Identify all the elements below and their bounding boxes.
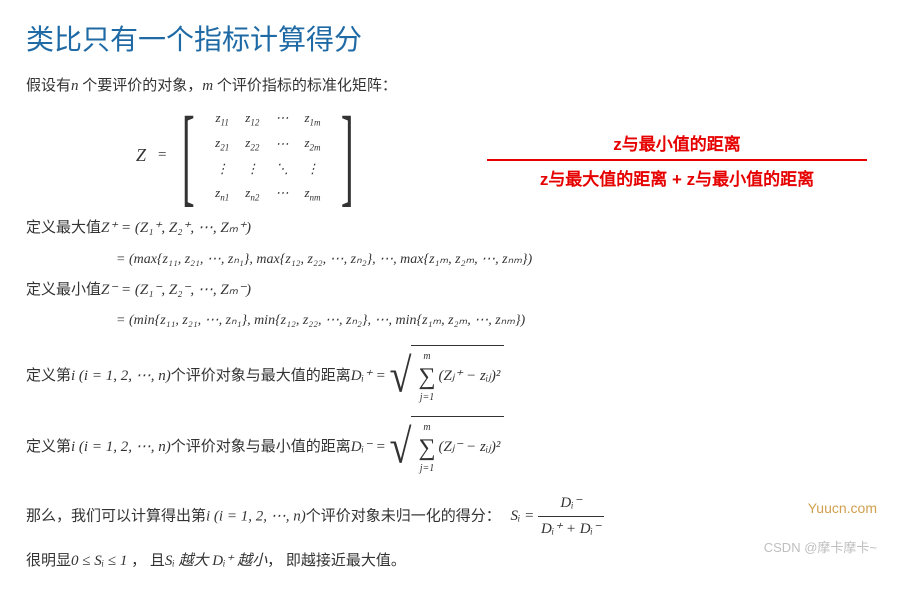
watermark-yuucn: Yuucn.com	[808, 500, 877, 516]
defmin-eq1: Z⁻ = (Z₁⁻, Z₂⁻, ⋯, Zₘ⁻)	[101, 282, 251, 298]
defmin-label: 定义最小值	[26, 282, 101, 298]
score-num: Dᵢ⁻	[538, 491, 604, 518]
defmax-line1: 定义最大值Z⁺ = (Z₁⁺, Z₂⁺, ⋯, Zₘ⁺)	[26, 216, 871, 242]
matrix-body: z11z12⋯z1m z21z22⋯z2m ⋮⋮⋱⋮ zn1zn2⋯znm	[207, 106, 329, 207]
intro-suffix: 个评价指标的标准化矩阵：	[213, 78, 397, 94]
distminus-prefix: 定义第	[26, 439, 71, 455]
final-p2: ， 且	[127, 553, 165, 569]
matrix-Z: Z	[136, 145, 146, 166]
score-idx: i (i = 1, 2, ⋯, n)	[206, 508, 306, 524]
score-fraction: Dᵢ⁻ Dᵢ⁺ + Dᵢ⁻	[538, 491, 604, 543]
defmax-eq1: Z⁺ = (Z₁⁺, Z₂⁺, ⋯, Zₘ⁺)	[101, 220, 251, 236]
final-p1: 很明显	[26, 553, 71, 569]
distminus-line: 定义第i (i = 1, 2, ⋯, n)个评价对象与最小值的距离Dᵢ⁻ = √…	[26, 416, 871, 479]
score-prefix: 那么，我们可以计算得出第	[26, 508, 206, 524]
distplus-prefix: 定义第	[26, 368, 71, 384]
intro-mid: 个要评价的对象，	[79, 78, 203, 94]
red-annotation: z与最小值的距离 z与最大值的距离 + z与最小值的距离	[487, 130, 867, 190]
red-denominator: z与最大值的距离 + z与最小值的距离	[487, 165, 867, 190]
red-numerator: z与最小值的距离	[487, 130, 867, 155]
intro-prefix: 假设有	[26, 78, 71, 94]
final-range: 0 ≤ Sᵢ ≤ 1	[71, 553, 127, 569]
intro-line: 假设有n 个要评价的对象，m 个评价指标的标准化矩阵：	[26, 74, 871, 100]
distplus-idx: i (i = 1, 2, ⋯, n)	[71, 368, 171, 384]
watermark-csdn: CSDN @摩卡摩卡~	[764, 537, 877, 556]
score-mid: 个评价对象未归一化的得分：	[306, 508, 501, 524]
distplus-line: 定义第i (i = 1, 2, ⋯, n)个评价对象与最大值的距离Dᵢ⁺ = √…	[26, 345, 871, 408]
distplus-mid: 个评价对象与最大值的距离	[171, 368, 351, 384]
slide-title: 类比只有一个指标计算得分	[26, 18, 871, 58]
defmin-line2: = (min{z₁₁, z₂₁, ⋯, zₙ₁}, min{z₁₂, z₂₂, …	[116, 309, 871, 333]
defmax-line2: = (max{z₁₁, z₂₁, ⋯, zₙ₁}, max{z₁₂, z₂₂, …	[116, 248, 871, 272]
distminus-idx: i (i = 1, 2, ⋯, n)	[71, 439, 171, 455]
distminus-D: Dᵢ⁻ =	[351, 439, 386, 455]
intro-n: n	[71, 78, 79, 94]
distplus-term: (Zⱼ⁺ − zᵢⱼ)²	[439, 364, 501, 390]
final-p3: ， 即越接近最大值。	[267, 553, 406, 569]
final-line: 很明显0 ≤ Sᵢ ≤ 1 ， 且Sᵢ 越大 Dᵢ⁺ 越小， 即越接近最大值。	[26, 549, 871, 575]
score-den: Dᵢ⁺ + Dᵢ⁻	[538, 517, 604, 543]
score-line: 那么，我们可以计算得出第i (i = 1, 2, ⋯, n)个评价对象未归一化的…	[26, 491, 871, 543]
defmax-label: 定义最大值	[26, 220, 101, 236]
intro-m: m	[202, 78, 213, 94]
defmin-line1: 定义最小值Z⁻ = (Z₁⁻, Z₂⁻, ⋯, Zₘ⁻)	[26, 278, 871, 304]
distminus-term: (Zⱼ⁻ − zᵢⱼ)²	[439, 435, 501, 461]
score-S: Sᵢ =	[510, 508, 538, 524]
distplus-D: Dᵢ⁺ =	[351, 368, 386, 384]
distminus-mid: 个评价对象与最小值的距离	[171, 439, 351, 455]
final-rel: Sᵢ 越大 Dᵢ⁺ 越小	[165, 553, 267, 569]
